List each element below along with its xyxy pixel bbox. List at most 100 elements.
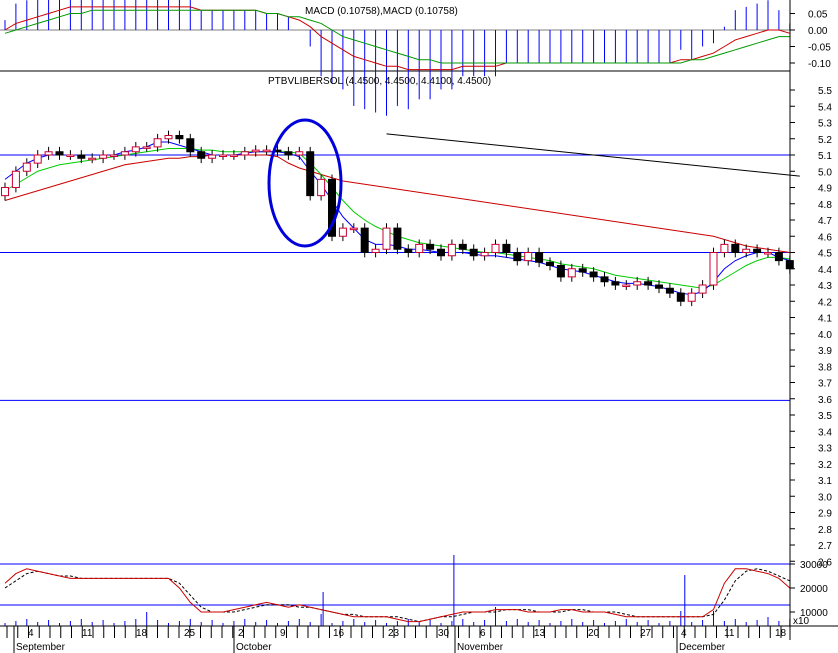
candle-body: [491, 243, 500, 253]
candle-body: [578, 268, 587, 273]
candle-body: [229, 154, 238, 157]
price-tick-label: 2.9: [818, 509, 832, 520]
price-tick-label: 4.9: [818, 184, 832, 195]
candle-body: [349, 227, 358, 231]
candle-body: [437, 248, 445, 257]
candle-body: [110, 154, 118, 157]
price-tick-label: 3.8: [818, 362, 832, 373]
candle-body: [328, 178, 336, 237]
candle-body: [665, 287, 674, 294]
candlesticks: [1, 130, 794, 307]
x-day-label: 4: [681, 628, 687, 639]
candle-body: [687, 292, 696, 302]
candle-body: [535, 252, 544, 263]
candle-body: [447, 243, 456, 257]
price-tick-label: 4.5: [818, 249, 832, 260]
price-tick-label: 4.7: [818, 216, 832, 227]
price-tick-label: 5.0: [818, 167, 832, 178]
candle-body: [317, 178, 326, 197]
price-panel: PTBVLIBERSOL (4.4500, 4.4500, 4.4100, 4.…: [0, 76, 832, 568]
x-day-label: 20: [588, 628, 600, 639]
stoch-tick-label: 20000: [800, 584, 828, 595]
stoch-tick-label: 30000: [800, 560, 828, 571]
candle-body: [99, 154, 108, 159]
candle-body: [404, 248, 413, 253]
candle-body: [295, 151, 304, 156]
macd-tick-label: -0.10: [808, 59, 831, 70]
stoch-unit: x10: [793, 616, 810, 627]
candle-body: [600, 276, 609, 283]
price-tick-label: 4.3: [818, 281, 832, 292]
candle-body: [208, 154, 217, 159]
price-tick-label: 4.2: [818, 297, 832, 308]
macd-panel: MACD (0.10758),MACD (0.10758) 0.05 0.00 -0…: [0, 0, 831, 116]
candle-body: [11, 170, 20, 188]
candle-body: [164, 135, 173, 140]
x-day-label: 27: [640, 628, 652, 639]
macd-axis: 0.05 0.00 -0.05 -0.10: [0, 10, 831, 70]
price-tick-label: 5.2: [818, 135, 832, 146]
price-tick-label: 4.0: [818, 330, 832, 341]
candle-body: [393, 227, 402, 250]
candle-body: [186, 138, 195, 153]
price-tick-label: 3.1: [818, 476, 832, 487]
x-day-label: 11: [724, 628, 735, 639]
candle-body: [371, 248, 380, 253]
candle-body: [338, 227, 347, 237]
candle-body: [153, 138, 162, 148]
candle-body: [415, 243, 424, 253]
price-tick-label: 5.1: [818, 151, 832, 162]
volume-spikes: [4, 555, 791, 626]
candle-body: [546, 261, 554, 266]
stoch-axis: 30000 20000 10000: [790, 560, 828, 619]
candle-body: [426, 243, 435, 250]
candle-body: [524, 252, 533, 262]
x-day-label: 6: [480, 628, 486, 639]
macd-tick-label: 0.05: [808, 10, 828, 21]
x-day-label: 18: [775, 628, 787, 639]
price-tick-label: 3.4: [818, 427, 832, 438]
candle-body: [469, 248, 478, 257]
candle-body: [33, 154, 42, 164]
candle-body: [382, 227, 391, 250]
price-tick-label: 4.4: [818, 265, 832, 276]
candle-body: [742, 248, 751, 253]
price-tick-label: 5.5: [818, 86, 832, 97]
candle-body: [22, 162, 31, 172]
candle-body: [480, 252, 489, 257]
ma-long-line: [4, 154, 790, 253]
candle-body: [622, 284, 631, 287]
x-day-label: 13: [534, 628, 546, 639]
support-resistance-lines: [0, 154, 790, 401]
price-tick-label: 3.7: [818, 379, 832, 390]
candle-body: [262, 149, 271, 153]
price-title: PTBVLIBERSOL (4.4500, 4.4500, 4.4100, 4.…: [268, 76, 491, 87]
candle-body: [88, 157, 97, 161]
candle-body: [131, 146, 140, 153]
candle-body: [655, 284, 663, 289]
price-tick-label: 2.7: [818, 541, 832, 552]
macd-tick-label: -0.05: [808, 43, 831, 54]
candle-body: [698, 284, 707, 294]
candle-body: [589, 271, 598, 278]
x-month-label: November: [457, 642, 504, 653]
price-tick-label: 3.2: [818, 460, 832, 471]
price-tick-label: 3.6: [818, 395, 832, 406]
candle-body: [731, 243, 740, 253]
stoch-d-line: [4, 568, 791, 623]
candle-body: [774, 252, 783, 262]
price-tick-label: 3.9: [818, 346, 832, 357]
x-day-label: 4: [28, 628, 34, 639]
x-day-label: 11: [82, 628, 93, 639]
x-day-label: 2: [238, 628, 244, 639]
candle-body: [219, 154, 227, 157]
candle-body: [709, 252, 718, 286]
candle-body: [633, 281, 642, 286]
x-month-label: October: [236, 642, 272, 653]
signal-line: [4, 9, 790, 64]
price-tick-label: 4.6: [818, 232, 832, 243]
price-tick-label: 2.8: [818, 525, 832, 536]
candle-body: [44, 151, 53, 156]
candle-body: [513, 252, 522, 262]
